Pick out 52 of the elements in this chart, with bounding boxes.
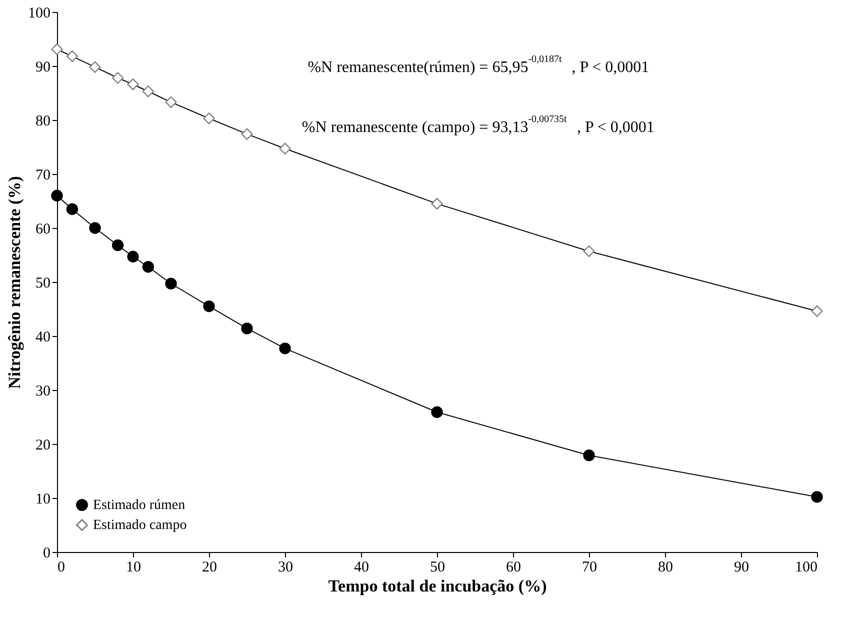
y-tick-label: 30 (36, 384, 50, 400)
x-tick-label: 30 (278, 560, 293, 576)
point (112, 72, 124, 84)
legend-label: Estimado rúmen (93, 498, 186, 513)
x-tick-label: 20 (202, 560, 217, 576)
point (203, 112, 215, 124)
point (89, 61, 101, 73)
x-tick-label: 60 (506, 560, 521, 576)
y-tick-label: 100 (28, 6, 50, 22)
point (112, 239, 124, 252)
y-tick-label: 60 (36, 222, 50, 238)
x-tick-label: 100 (795, 560, 818, 576)
x-axis-title: Tempo total de incubação (%) (328, 576, 547, 596)
point (66, 50, 78, 62)
point (583, 245, 595, 258)
y-tick-label: 0 (43, 546, 50, 562)
point (811, 305, 823, 318)
x-tick-label: 80 (658, 560, 673, 576)
point (811, 491, 823, 503)
y-tick-label: 70 (36, 168, 50, 184)
point (241, 128, 253, 140)
point (203, 300, 215, 312)
y-tick-label: 40 (36, 330, 50, 346)
y-tick-label: 20 (36, 438, 50, 454)
legend-label: Estimado campo (93, 518, 187, 533)
point (66, 203, 78, 215)
x-tick-label: 40 (354, 560, 369, 576)
point (51, 190, 63, 202)
point (431, 198, 443, 210)
point (431, 406, 443, 418)
y-tick-label: 80 (36, 114, 50, 130)
x-tick-label: 70 (582, 560, 597, 576)
x-tick-label: 50 (430, 560, 445, 576)
y-axis-title: Nitrogênio remanescente (%) (5, 176, 24, 389)
point (127, 250, 139, 262)
x-tick-label: 0 (58, 560, 65, 576)
point (142, 86, 154, 98)
point (51, 43, 63, 56)
point (89, 222, 101, 234)
point (165, 96, 177, 108)
x-tick-label: 10 (126, 560, 141, 576)
point (142, 261, 154, 273)
point (279, 342, 291, 354)
y-tick-label: 90 (36, 60, 50, 76)
point (279, 142, 291, 154)
y-tick-label: 10 (36, 492, 50, 508)
point (127, 78, 139, 90)
point (165, 278, 177, 290)
point (241, 322, 253, 334)
point (583, 450, 595, 462)
x-tick-label: 90 (734, 560, 749, 576)
y-tick-label: 50 (36, 276, 50, 292)
